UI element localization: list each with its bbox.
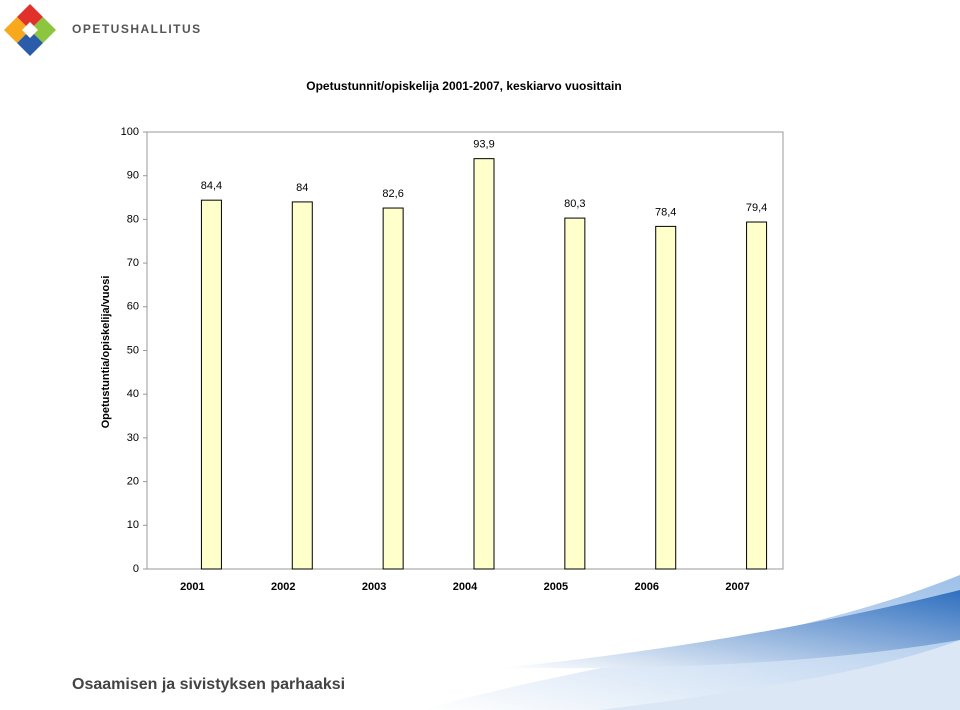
x-tick-label: 2006: [634, 581, 658, 593]
value-label: 84,4: [201, 180, 222, 192]
y-axis-label: Opetustuntia/opiskelija/vuosi: [100, 276, 112, 429]
y-tick-label: 90: [127, 170, 139, 182]
value-label: 84: [296, 182, 308, 194]
bar: [382, 207, 404, 570]
y-tick-label: 0: [133, 563, 139, 575]
bar: [473, 158, 495, 570]
logo-text: OPETUSHALLITUS: [72, 22, 202, 36]
y-tick-label: 80: [127, 213, 139, 225]
bar: [291, 201, 313, 570]
y-tick-label: 10: [127, 519, 139, 531]
y-tick-label: 40: [127, 388, 139, 400]
y-tick-label: 30: [127, 432, 139, 444]
value-label: 80,3: [564, 198, 585, 210]
x-tick-label: 2001: [180, 581, 204, 593]
bar: [655, 225, 677, 570]
x-tick-label: 2004: [453, 581, 478, 593]
value-label: 82,6: [382, 188, 403, 200]
x-tick-label: 2003: [362, 581, 386, 593]
x-tick-label: 2007: [725, 581, 749, 593]
chart-title: Opetustunnit/opiskelija 2001-2007, keski…: [306, 79, 621, 93]
bar: [200, 199, 222, 570]
y-tick-label: 60: [127, 301, 139, 313]
footer-swoosh: [420, 575, 960, 710]
x-tick-label: 2005: [544, 581, 568, 593]
value-label: 79,4: [746, 202, 767, 214]
bar: [564, 217, 586, 570]
x-tick-label: 2002: [271, 581, 295, 593]
bar: [746, 221, 768, 570]
footer-slogan: Osaamisen ja sivistyksen parhaaksi: [72, 676, 345, 693]
logo-mark: [4, 4, 56, 56]
plot-area: [146, 131, 784, 570]
y-tick-label: 100: [121, 126, 139, 138]
value-label: 78,4: [655, 206, 676, 218]
y-tick-label: 70: [127, 257, 139, 269]
value-label: 93,9: [473, 139, 494, 151]
y-tick-label: 50: [127, 344, 139, 356]
y-tick-label: 20: [127, 476, 139, 488]
